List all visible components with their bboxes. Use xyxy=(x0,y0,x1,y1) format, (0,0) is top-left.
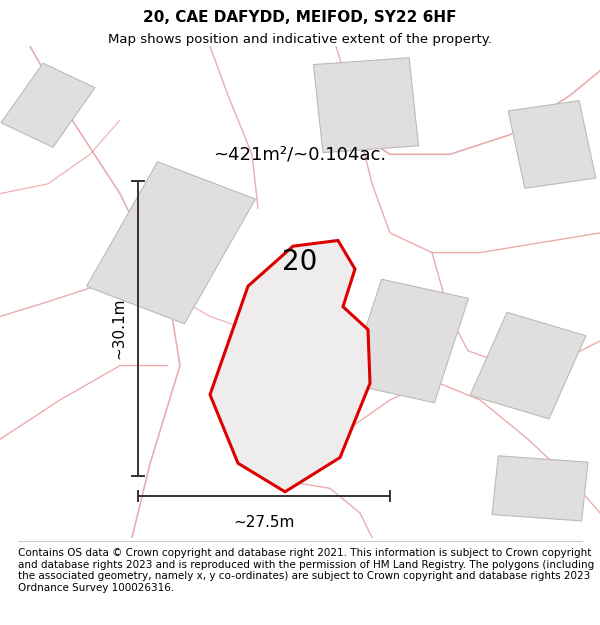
Polygon shape xyxy=(508,101,596,188)
Text: Contains OS data © Crown copyright and database right 2021. This information is : Contains OS data © Crown copyright and d… xyxy=(18,548,594,592)
Polygon shape xyxy=(210,241,370,492)
Text: Map shows position and indicative extent of the property.: Map shows position and indicative extent… xyxy=(108,33,492,46)
Polygon shape xyxy=(470,312,586,419)
Text: 20: 20 xyxy=(283,248,317,276)
Polygon shape xyxy=(313,58,419,152)
Polygon shape xyxy=(492,456,588,521)
Text: ~27.5m: ~27.5m xyxy=(233,516,295,531)
Text: 20, CAE DAFYDD, MEIFOD, SY22 6HF: 20, CAE DAFYDD, MEIFOD, SY22 6HF xyxy=(143,10,457,25)
Text: ~30.1m: ~30.1m xyxy=(111,298,126,359)
Text: ~421m²/~0.104ac.: ~421m²/~0.104ac. xyxy=(213,146,386,163)
Polygon shape xyxy=(234,302,366,429)
Polygon shape xyxy=(86,162,256,324)
Polygon shape xyxy=(1,63,95,148)
Polygon shape xyxy=(347,279,469,402)
